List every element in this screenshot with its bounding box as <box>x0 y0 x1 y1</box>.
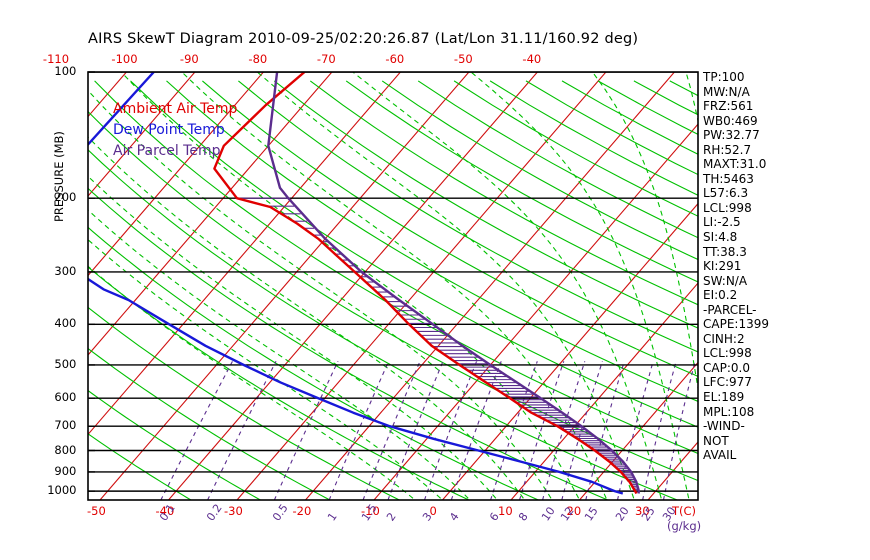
top-temp-tick--70: -70 <box>316 52 336 66</box>
stat-lfc-977: LFC:977 <box>703 375 752 390</box>
bottom-temp-tick--40: -40 <box>155 504 175 518</box>
top-temp-tick--90: -90 <box>179 52 199 66</box>
top-temp-tick--50: -50 <box>453 52 473 66</box>
stat-si-4.8: SI:4.8 <box>703 230 738 245</box>
stat-avail: AVAIL <box>703 448 737 463</box>
stat-not: NOT <box>703 433 729 448</box>
stat-tp-100: TP:100 <box>703 70 745 84</box>
bottom-temp-tick-20: 20 <box>566 504 582 518</box>
pressure-tick-800: 800 <box>54 442 77 457</box>
sounding-stats-panel: TP:100 MW:N/A FRZ:561 WB0:469 PW:32.77 RH:52.… <box>703 70 769 463</box>
pressure-tick-100: 100 <box>54 64 77 78</box>
stat-cinh-2: CINH:2 <box>703 331 745 346</box>
top-temp-tick--60: -60 <box>385 52 405 66</box>
pressure-tick-300: 300 <box>54 263 77 278</box>
stat-wb0-469: WB0:469 <box>703 113 758 128</box>
stat-th-5463: TH:5463 <box>703 171 754 186</box>
page-title: AIRS SkewT Diagram 2010-09-25/02:20:26.8… <box>88 31 639 47</box>
stat-rh-52.7: RH:52.7 <box>703 142 752 157</box>
top-temp-tick--40: -40 <box>522 52 542 66</box>
stat-lcl-998: LCL:998 <box>703 200 752 215</box>
stat-li--2.5: LI:-2.5 <box>703 215 741 230</box>
stat-frz-561: FRZ:561 <box>703 99 754 114</box>
stat-mw-n-a: MW:N/A <box>703 84 750 99</box>
bottom-temp-tick-30: 30 <box>635 504 650 518</box>
stat-lcl-998: LCL:998 <box>703 346 752 361</box>
bottom-temp-tick-10: 10 <box>498 504 513 518</box>
pressure-tick-500: 500 <box>54 356 77 371</box>
bottom-temp-tick--10: -10 <box>361 504 380 518</box>
bottom-temp-tick--20: -20 <box>292 504 312 518</box>
stat--parcel-: -PARCEL- <box>703 302 757 317</box>
stat-cap-0.0: CAP:0.0 <box>703 360 750 375</box>
stat-ki-291: KI:291 <box>703 259 742 274</box>
legend-item-air-parcel-temp: Air Parcel Temp <box>113 143 221 159</box>
stat-tt-38.3: TT:38.3 <box>703 244 747 259</box>
stat-cape-1399: CAPE:1399 <box>703 317 769 332</box>
bottom-temp-tick--30: -30 <box>224 504 243 518</box>
pressure-tick-900: 900 <box>54 463 77 478</box>
bottom-temp-tick-0: 0 <box>429 504 437 518</box>
legend-item-dew-point-temp: Dew Point Temp <box>113 122 225 138</box>
top-temp-tick--120: -120 <box>0 52 1 66</box>
pressure-tick-700: 700 <box>54 418 77 433</box>
stat-el-189: EL:189 <box>703 390 745 405</box>
stat--wind-: -WIND- <box>703 419 745 434</box>
stat-maxt-31.0: MAXT:31.0 <box>703 157 767 172</box>
temp-axis-label: T(C) <box>672 504 697 518</box>
bottom-temp-tick--50: -50 <box>87 504 106 518</box>
legend-item-ambient-air-temp: Ambient Air Temp <box>113 101 238 117</box>
pressure-tick-1000: 1000 <box>47 483 77 498</box>
pressure-axis-label: PRESSURE (MB) <box>52 131 66 222</box>
mixing-axis-label: (g/kg) <box>667 519 702 533</box>
stat-pw-32.77: PW:32.77 <box>703 128 760 143</box>
stat-ei-0.2: EI:0.2 <box>703 288 738 303</box>
pressure-tick-200: 200 <box>54 190 77 205</box>
pressure-tick-400: 400 <box>54 316 77 331</box>
stat-mpl-108: MPL:108 <box>703 404 755 419</box>
top-temp-tick--80: -80 <box>248 52 268 66</box>
stat-sw-n-a: SW:N/A <box>703 273 748 288</box>
top-temp-tick--110: -110 <box>42 52 70 66</box>
stat-l57-6.3: L57:6.3 <box>703 186 749 201</box>
pressure-tick-600: 600 <box>54 390 77 405</box>
top-temp-tick--100: -100 <box>111 52 138 66</box>
